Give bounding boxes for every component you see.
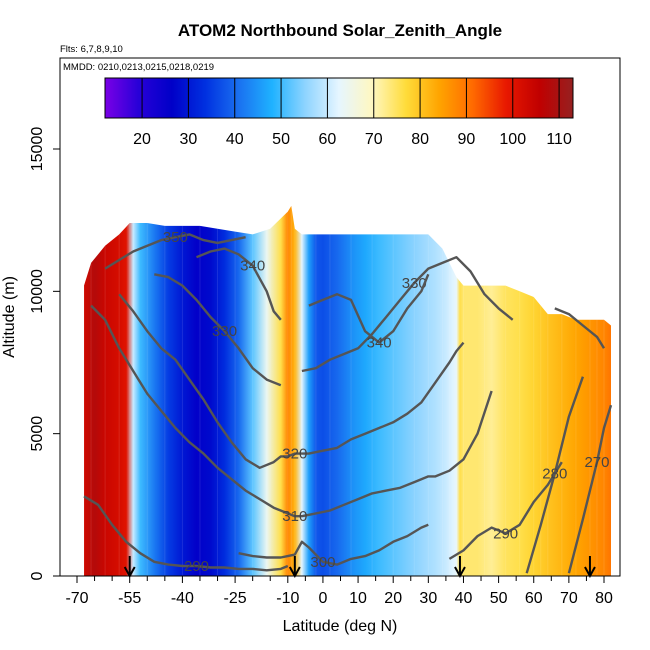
contour-label: 350 <box>163 229 188 246</box>
x-tick-label: -10 <box>276 590 299 607</box>
y-axis-label: Altitude (m) <box>1 276 18 358</box>
chart-title: ATOM2 Northbound Solar_Zenith_Angle <box>178 21 502 40</box>
x-tick-label: -25 <box>224 590 247 607</box>
theta-contour <box>90 304 493 518</box>
x-tick-label: 40 <box>455 590 473 607</box>
contour-label: 280 <box>542 466 567 483</box>
x-tick-label: 30 <box>419 590 437 607</box>
theta-contour <box>448 461 563 560</box>
y-axis: 0 5000 10000 15000 <box>29 127 60 580</box>
theta-contour <box>104 233 246 270</box>
x-tick-label: 0 <box>318 590 327 607</box>
colorbar-tick-label: 100 <box>499 131 526 148</box>
flight-arrows <box>123 556 596 579</box>
chart-subtitle-flights: Flts: 6,7,8,9,10 <box>60 44 123 55</box>
y-tick-label: 15000 <box>29 127 46 172</box>
y-tick-label: 0 <box>29 571 46 580</box>
colorbar-tick-label: 60 <box>319 131 337 148</box>
theta-contour <box>525 376 585 574</box>
x-tick-label: 60 <box>525 590 543 607</box>
contour-label: 270 <box>584 454 609 471</box>
colorbar-tick-label: 50 <box>272 131 290 148</box>
theta-contour <box>567 404 613 574</box>
theta-contour <box>301 256 514 373</box>
theta-contour <box>238 523 429 566</box>
arrow-head <box>454 566 466 579</box>
y-tick-label: 5000 <box>29 416 46 452</box>
x-tick-label: 50 <box>490 590 508 607</box>
x-tick-label: -40 <box>171 590 194 607</box>
theta-contour <box>154 273 282 387</box>
contour-label: 340 <box>240 258 265 275</box>
theta-contour <box>554 307 606 349</box>
colorbar-tick-label: 80 <box>411 131 429 148</box>
colorbar-tick-label: 40 <box>226 131 244 148</box>
x-axis-label: Latitude (deg N) <box>283 618 398 635</box>
y-tick-label: 10000 <box>29 269 46 314</box>
theta-contour <box>196 247 282 321</box>
contour-label: 320 <box>282 446 307 463</box>
colorbar-tick-label: 30 <box>180 131 198 148</box>
colorbar-tick-label: 90 <box>458 131 476 148</box>
x-tick-label: 20 <box>384 590 402 607</box>
x-tick-label: -55 <box>118 590 141 607</box>
colorbar-tick-label: 110 <box>546 131 572 148</box>
contour-label: 290 <box>184 558 209 575</box>
colorbar-tick-label: 70 <box>365 131 383 148</box>
colorbar: 20 30 40 50 60 70 80 90 100 110 <box>104 77 574 148</box>
plot-area: 290 290 300 310 320 330 330 340 340 350 280 270 <box>83 205 613 576</box>
arrow-head <box>584 566 596 579</box>
x-axis: -70 -55 -40 -25 -10 0 10 20 30 40 50 60 70 80 <box>65 576 613 607</box>
colorbar-tick-label: 20 <box>133 131 151 148</box>
x-tick-label: 80 <box>595 590 613 607</box>
x-tick-label: 70 <box>560 590 578 607</box>
contour-label: 330 <box>212 323 237 340</box>
contour-label: 310 <box>282 508 307 525</box>
sampling-stripes <box>83 205 605 576</box>
contour-label: 330 <box>402 275 427 292</box>
chart-subtitle-dates: MMDD: 0210,0213,0215,0218,0219 <box>63 62 214 73</box>
theta-contours: 290 290 300 310 320 330 330 340 340 350 280 270 <box>83 229 613 575</box>
contour-label: 300 <box>310 554 335 571</box>
x-tick-label: -70 <box>65 590 88 607</box>
theta-contour <box>83 495 289 572</box>
sza-field <box>84 205 611 576</box>
colorbar-swatch <box>104 77 574 119</box>
x-tick-label: 10 <box>349 590 367 607</box>
arrow-head <box>288 566 301 579</box>
theta-contour <box>118 293 465 469</box>
theta-contour <box>308 273 430 344</box>
contour-label: 290 <box>493 525 518 542</box>
contour-label: 340 <box>367 335 392 352</box>
